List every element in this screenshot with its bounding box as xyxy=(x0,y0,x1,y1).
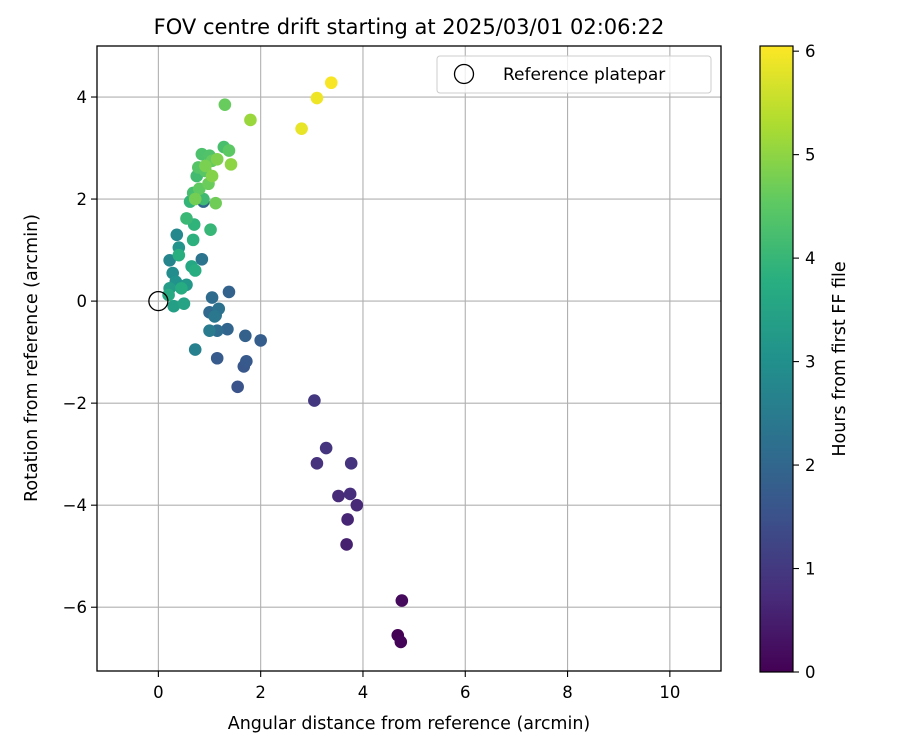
data-point xyxy=(199,159,212,173)
data-point xyxy=(319,441,333,455)
data-point xyxy=(244,113,257,127)
data-point xyxy=(210,351,224,365)
data-point xyxy=(195,252,209,266)
data-point xyxy=(205,169,219,183)
data-points xyxy=(162,76,409,649)
data-point xyxy=(340,538,353,551)
data-point xyxy=(341,513,354,526)
data-point xyxy=(222,285,236,299)
data-point xyxy=(204,223,217,236)
data-point xyxy=(203,324,216,337)
colorbar-ticks: 0 1 2 3 4 5 6 xyxy=(793,42,816,682)
data-point xyxy=(208,310,221,323)
data-point xyxy=(254,334,267,347)
data-point xyxy=(192,182,206,196)
chart-title: FOV centre drift starting at 2025/03/01 … xyxy=(154,15,665,39)
colorbar-tick-label: 4 xyxy=(805,249,816,268)
data-point xyxy=(188,343,202,356)
data-point xyxy=(295,122,308,135)
data-point xyxy=(239,329,252,343)
colorbar-tick-label: 0 xyxy=(805,663,816,682)
colorbar-tick-label: 5 xyxy=(805,146,816,165)
data-point xyxy=(172,248,186,262)
data-point xyxy=(222,144,236,157)
data-point xyxy=(221,322,234,336)
x-axis-label: Angular distance from reference (arcmin) xyxy=(228,714,591,734)
data-point xyxy=(218,98,232,111)
data-point xyxy=(209,196,222,210)
data-point xyxy=(324,76,338,90)
data-point xyxy=(180,212,193,225)
data-point xyxy=(240,355,253,368)
y-tick-label: −4 xyxy=(63,496,87,515)
colorbar-tick-label: 2 xyxy=(805,456,816,475)
data-point xyxy=(205,291,219,304)
data-point xyxy=(188,192,202,206)
colorbar: 0 1 2 3 4 5 6 Hours from first FF file xyxy=(759,42,850,682)
x-tick-label: 10 xyxy=(659,683,680,702)
legend-marker xyxy=(453,63,475,85)
colorbar-tick-label: 3 xyxy=(805,353,816,372)
x-tick-label: 2 xyxy=(255,683,266,702)
data-point xyxy=(188,264,202,277)
grid xyxy=(97,46,721,671)
legend: Reference platepar xyxy=(436,55,712,94)
x-tick-label: 0 xyxy=(153,683,164,702)
x-tick-label: 8 xyxy=(562,683,573,702)
data-point xyxy=(177,297,191,310)
legend-box xyxy=(436,55,712,94)
data-point xyxy=(231,380,244,394)
colorbar-label: Hours from first FF file xyxy=(830,261,850,456)
data-point xyxy=(310,457,324,470)
y-tick-label: 0 xyxy=(77,292,88,311)
colorbar-tick-label: 6 xyxy=(805,42,816,61)
data-point xyxy=(395,594,409,607)
data-point xyxy=(394,635,408,649)
x-tick-label: 6 xyxy=(460,683,471,702)
data-point xyxy=(350,498,364,512)
data-point xyxy=(308,394,321,407)
data-point xyxy=(224,158,238,171)
y-axis-label: Rotation from reference (arcmin) xyxy=(22,214,42,502)
data-point xyxy=(167,299,181,313)
reference-platepar-marker xyxy=(148,290,169,312)
data-point xyxy=(344,457,358,470)
data-point xyxy=(186,233,200,247)
x-tick-label: 4 xyxy=(358,683,369,702)
data-point xyxy=(163,253,176,267)
y-tick-label: −2 xyxy=(63,394,87,413)
data-point xyxy=(332,489,345,503)
x-axis-ticks: 0 2 4 6 8 10 xyxy=(153,671,680,702)
y-tick-label: 4 xyxy=(77,88,88,107)
y-tick-label: −6 xyxy=(63,598,87,617)
legend-label: Reference platepar xyxy=(503,65,665,85)
data-point xyxy=(162,288,175,302)
data-point xyxy=(175,282,188,295)
colorbar-gradient xyxy=(759,45,794,673)
data-point xyxy=(170,228,184,242)
colorbar-tick-label: 1 xyxy=(805,560,816,579)
data-point xyxy=(210,152,224,166)
y-tick-label: 2 xyxy=(77,190,88,209)
y-axis-ticks: −6 −4 −2 0 2 4 xyxy=(63,88,97,617)
data-point xyxy=(343,487,357,501)
plot-frame xyxy=(96,45,722,672)
data-point xyxy=(310,91,324,105)
